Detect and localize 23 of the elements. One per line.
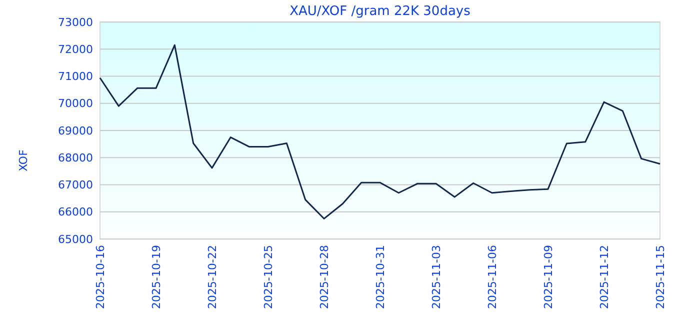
y-tick-label: 68000 [58,151,93,164]
x-tick-label: 2025-10-25 [262,245,275,309]
y-axis-title: XOF [17,150,30,172]
x-tick-label: 2025-11-09 [542,245,555,309]
x-tick-label: 2025-11-15 [654,245,667,309]
x-tick-label: 2025-10-28 [318,245,331,309]
x-tick-label: 2025-11-12 [598,245,611,309]
line-series [99,44,661,220]
x-tick-label: 2025-10-19 [150,245,163,309]
x-tick-label: 2025-11-06 [486,245,499,309]
y-tick-label: 70000 [58,97,93,110]
y-tick-label: 71000 [58,70,93,84]
y-tick-label: 66000 [58,206,93,219]
y-tick-label: 72000 [58,42,93,56]
x-tick-label: 2025-10-31 [374,245,387,309]
chart-title: XAU/XOF /gram 22K 30days [290,4,471,19]
y-tick-label: 69000 [58,124,93,138]
y-tick-label: 65000 [58,232,93,246]
x-tick-label: 2025-11-03 [430,245,443,309]
x-tick-label: 2025-10-22 [206,245,219,309]
x-tick-label: 2025-10-16 [94,245,107,309]
y-tick-label: 73000 [58,16,93,29]
y-tick-label: 67000 [58,178,93,192]
